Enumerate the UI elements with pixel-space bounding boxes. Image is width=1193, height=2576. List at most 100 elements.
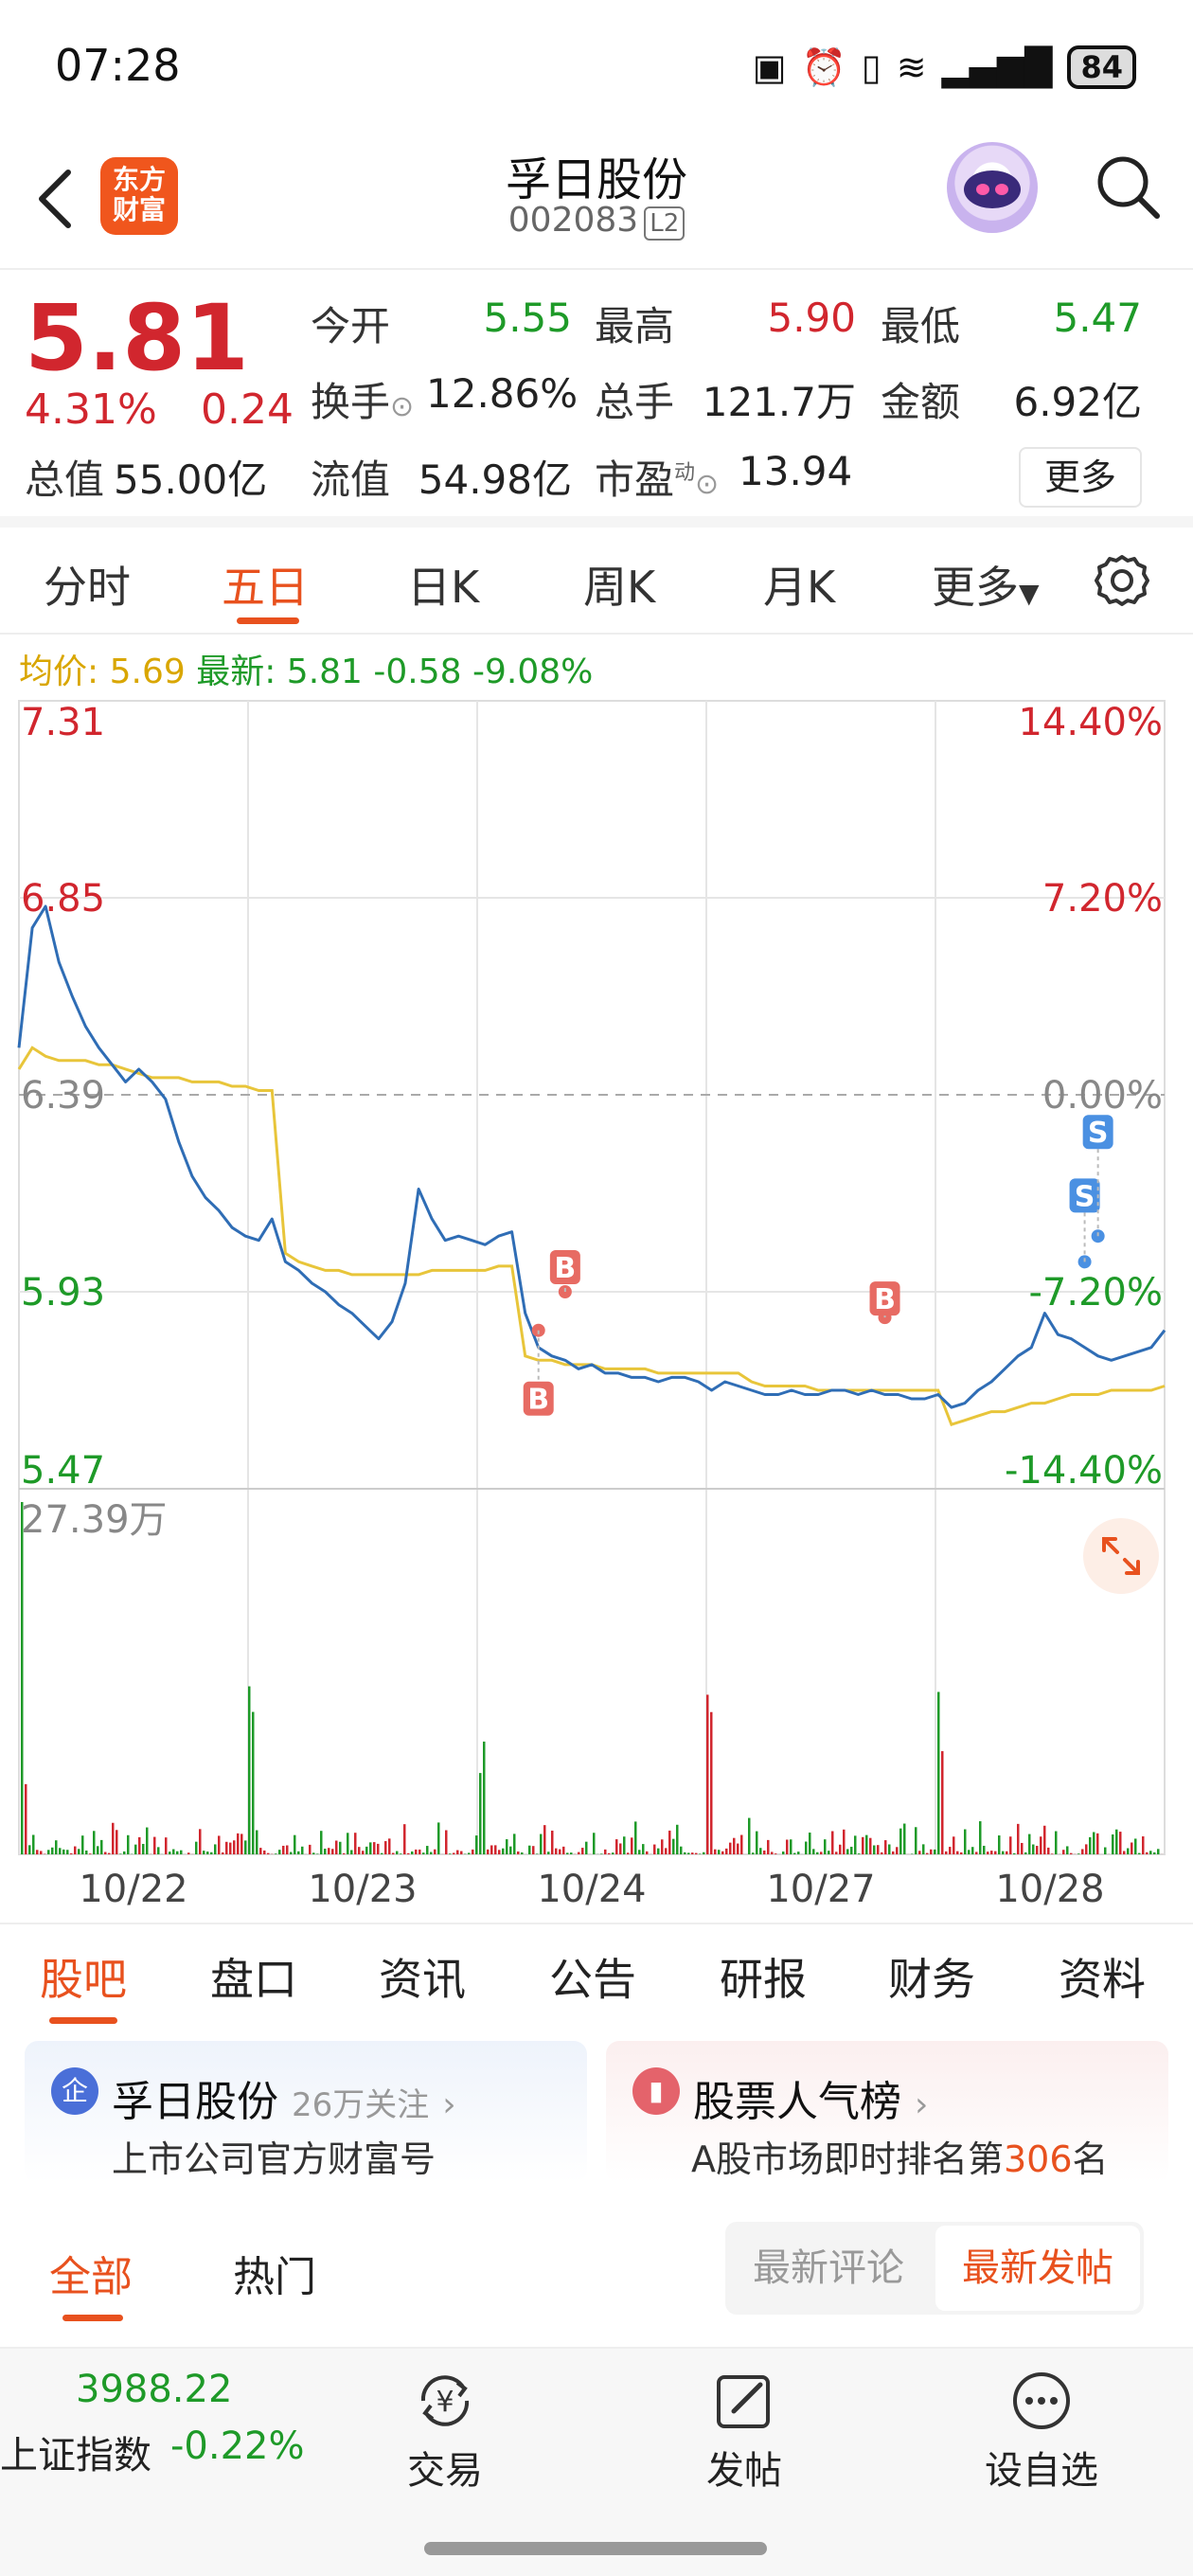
- volume-bars: [21, 1502, 1164, 1854]
- volume-bar: [782, 1852, 785, 1854]
- volume-bar: [934, 1849, 936, 1854]
- volume-bar: [199, 1829, 202, 1854]
- volume-bar: [812, 1849, 815, 1854]
- volume-bar: [604, 1849, 607, 1854]
- volume-bar: [1013, 1852, 1016, 1854]
- volume-bar: [922, 1844, 925, 1854]
- watchlist-label: 设自选: [985, 2449, 1098, 2493]
- volume-bar: [775, 1853, 777, 1854]
- turnover-label[interactable]: 换手⊙: [311, 370, 414, 428]
- tab-forum[interactable]: 股吧: [40, 1954, 127, 2005]
- tab-weekly-k[interactable]: 周K: [583, 562, 656, 613]
- app-logo[interactable]: 东方 财富: [100, 157, 178, 235]
- card-subtitle: 上市公司官方财富号: [112, 2138, 436, 2180]
- tab-financials[interactable]: 财务: [888, 1954, 975, 2005]
- tab-daily-k[interactable]: 日K: [407, 562, 480, 613]
- volume-bar: [214, 1844, 217, 1854]
- add-watchlist-button[interactable]: 设自选: [975, 2368, 1108, 2495]
- volume-bar: [881, 1852, 883, 1854]
- pe-label[interactable]: 市盈动⊙: [595, 448, 719, 506]
- tab-five-day[interactable]: 五日: [222, 562, 309, 613]
- price-path: [17, 904, 1166, 1409]
- volume-bar: [990, 1851, 993, 1854]
- tab-intraday[interactable]: 分时: [44, 562, 131, 613]
- volume-bar: [536, 1853, 539, 1854]
- post-button[interactable]: 发帖: [678, 2368, 810, 2495]
- volume-bar: [1024, 1852, 1027, 1854]
- volume-bar: [918, 1851, 921, 1854]
- company-account-card[interactable]: 企 孚日股份 26万关注 › 上市公司官方财富号: [25, 2041, 587, 2183]
- volume-bar: [1104, 1847, 1107, 1854]
- card-title: 孚日股份 26万关注 ›: [112, 2067, 456, 2128]
- tab-announcements[interactable]: 公告: [549, 1954, 636, 2005]
- volume-bar: [1153, 1852, 1156, 1854]
- volume-bar: [1043, 1825, 1046, 1854]
- volume-bar: [858, 1853, 861, 1854]
- expand-button[interactable]: [1083, 1518, 1159, 1594]
- volume-bar: [828, 1851, 830, 1854]
- info-icon: ⊙: [390, 390, 415, 423]
- volume-bar: [418, 1849, 421, 1854]
- volume-bar: [350, 1850, 353, 1854]
- axis-labels: 7.31 14.40% 6.85 7.20% 6.39 0.00% 5.93 -7.20% 5.…: [21, 701, 1163, 1911]
- volume-bar: [55, 1840, 58, 1854]
- y-axis-left-label: 7.31: [21, 701, 105, 744]
- volume-bar: [233, 1840, 236, 1854]
- gear-icon[interactable]: [1093, 551, 1151, 610]
- sort-latest-comment[interactable]: 最新评论: [753, 2246, 904, 2290]
- tab-all[interactable]: 全部: [49, 2253, 133, 2301]
- volume-bar: [339, 1841, 342, 1854]
- amount-label: 金额: [881, 379, 961, 425]
- volume-bar: [225, 1841, 228, 1854]
- latest-label: 最新:: [196, 653, 276, 691]
- tab-more[interactable]: 更多▼: [932, 553, 1040, 616]
- volume-bar: [116, 1830, 118, 1854]
- volume-bar: [475, 1835, 478, 1854]
- tab-monthly-k[interactable]: 月K: [763, 562, 836, 613]
- volume-bar: [108, 1852, 111, 1854]
- tab-news[interactable]: 资讯: [379, 1954, 466, 2005]
- back-button[interactable]: [28, 161, 85, 237]
- volume-bar: [487, 1849, 490, 1854]
- volume-bar: [248, 1686, 251, 1854]
- popularity-rank-card[interactable]: ▮ 股票人气榜 › A股市场即时排名第306名: [606, 2041, 1168, 2183]
- more-quote-button[interactable]: 更多: [1019, 447, 1142, 508]
- volume-bar: [377, 1843, 380, 1854]
- volume-bar: [25, 1783, 27, 1854]
- chart-frame: [18, 700, 1166, 1855]
- pe-label-text: 市盈: [595, 456, 675, 503]
- sort-latest-post[interactable]: 最新发帖: [935, 2226, 1140, 2311]
- volume-bar: [100, 1839, 103, 1854]
- volume-bar: [165, 1837, 168, 1854]
- ai-assistant-avatar[interactable]: [947, 142, 1038, 233]
- card-title: 股票人气榜 ›: [693, 2067, 928, 2128]
- volume-bar: [169, 1852, 171, 1854]
- trade-badge: [1069, 1178, 1100, 1213]
- volume-bar: [1089, 1836, 1092, 1854]
- x-axis-label: 10/23: [308, 1868, 417, 1911]
- volume-bar: [737, 1843, 739, 1854]
- bottom-bar: 3988.22 上证指数 -0.22% ¥ 交易 发帖 设自选: [0, 2347, 1193, 2576]
- tab-research[interactable]: 研报: [720, 1954, 807, 2005]
- alarm-icon: ⏰: [801, 45, 846, 88]
- volume-bar: [551, 1830, 554, 1854]
- post-label: 发帖: [706, 2449, 782, 2493]
- five-day-chart[interactable]: B B B SS 7.31 14.40% 6.85 7.20% 6.39 0.00% 5.93 -7…: [0, 691, 1193, 1913]
- tab-order-book[interactable]: 盘口: [210, 1954, 297, 2005]
- tab-hot[interactable]: 热门: [233, 2253, 316, 2301]
- search-button[interactable]: [1091, 150, 1166, 225]
- volume-bar: [570, 1852, 573, 1854]
- volume-bar: [888, 1844, 891, 1854]
- trade-button[interactable]: ¥ 交易: [379, 2368, 511, 2495]
- volume-bar: [820, 1852, 823, 1854]
- trade-badge-label: B: [527, 1384, 549, 1417]
- volume-bar: [78, 1849, 80, 1854]
- volume-bar: [718, 1850, 721, 1854]
- rank-suffix: 名: [1072, 2138, 1109, 2180]
- tab-profile[interactable]: 资料: [1059, 1954, 1146, 2005]
- volume-bar: [1115, 1829, 1118, 1854]
- volume-bar: [771, 1852, 774, 1854]
- tab-underline: [62, 2315, 123, 2321]
- wifi-icon: ≋: [896, 46, 927, 88]
- volume-bar: [157, 1847, 160, 1854]
